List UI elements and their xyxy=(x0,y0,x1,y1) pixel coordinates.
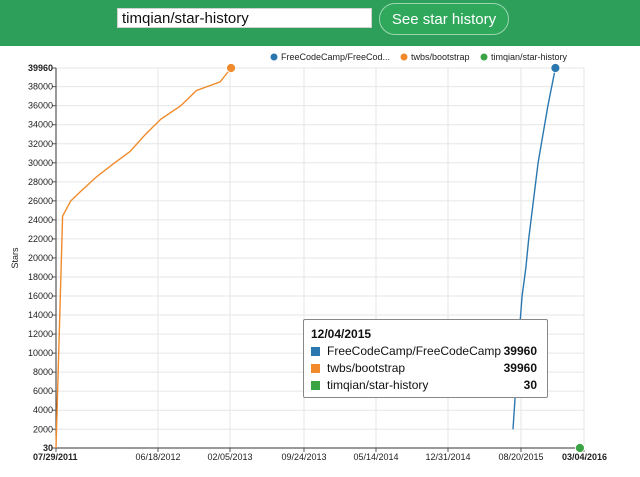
y-tick-label: 12000 xyxy=(28,329,53,339)
x-tick-label: 06/18/2012 xyxy=(135,452,180,462)
x-tick-label: 03/04/2016 xyxy=(562,452,607,462)
y-tick-label: 6000 xyxy=(33,386,53,396)
tooltip-swatch xyxy=(311,347,320,356)
legend-label: twbs/bootstrap xyxy=(411,52,470,62)
y-tick-label: 18000 xyxy=(28,272,53,282)
legend-marker xyxy=(400,53,408,61)
y-tick-label: 30000 xyxy=(28,158,53,168)
y-tick-label: 4000 xyxy=(33,405,53,415)
top-bar: See star history xyxy=(0,0,640,46)
y-tick-label: 22000 xyxy=(28,234,53,244)
x-tick-label: 02/05/2013 xyxy=(207,452,252,462)
y-tick-label: 36000 xyxy=(28,101,53,111)
tooltip-swatch xyxy=(311,381,320,390)
y-tick-label: 24000 xyxy=(28,215,53,225)
series-end-point xyxy=(575,443,585,453)
y-tick-label: 26000 xyxy=(28,196,53,206)
x-axis-ticks: 07/29/2011 06/18/2012 02/05/2013 09/24/2013… xyxy=(33,448,607,462)
x-tick-label: 09/24/2013 xyxy=(281,452,326,462)
see-star-history-button[interactable]: See star history xyxy=(379,3,509,35)
tooltip-row: twbs/bootstrap 39960 xyxy=(311,361,541,377)
tooltip-series-name: timqian/star-history xyxy=(327,378,429,392)
tooltip-series-value: 39960 xyxy=(503,344,537,358)
y-tick-label: 8000 xyxy=(33,367,53,377)
y-tick-label: 14000 xyxy=(28,310,53,320)
tooltip-series-value: 30 xyxy=(523,378,537,392)
x-tick-label: 12/31/2014 xyxy=(425,452,470,462)
legend-marker xyxy=(270,53,278,61)
y-tick-label: 2000 xyxy=(33,424,53,434)
y-tick-label: 20000 xyxy=(28,253,53,263)
y-tick-label: 34000 xyxy=(28,120,53,130)
legend-label: FreeCodeCamp/FreeCod... xyxy=(281,52,390,62)
legend: FreeCodeCamp/FreeCod... twbs/bootstrap tim… xyxy=(270,52,568,62)
tooltip-row: FreeCodeCamp/FreeCodeCamp 39960 xyxy=(311,344,541,360)
tooltip-series-name: twbs/bootstrap xyxy=(327,361,406,375)
y-tick-label: 10000 xyxy=(28,348,53,358)
y-tick-label: 38000 xyxy=(28,82,53,92)
series-line xyxy=(55,67,232,449)
y-tick-label: 32000 xyxy=(28,139,53,149)
y-tick-label: 28000 xyxy=(28,177,53,187)
x-tick-label: 07/29/2011 xyxy=(33,452,78,462)
x-tick-label: 05/14/2014 xyxy=(353,452,398,462)
tooltip-series-value: 39960 xyxy=(503,361,537,375)
y-tick-label: 39960 xyxy=(28,63,53,73)
y-tick-label: 30 xyxy=(43,443,53,453)
tooltip-date: 12/04/2015 xyxy=(311,327,372,341)
y-tick-label: 16000 xyxy=(28,291,53,301)
x-tick-label: 08/20/2015 xyxy=(498,452,543,462)
series-end-point xyxy=(550,63,561,73)
series-end-point xyxy=(226,63,236,73)
y-axis-ticks: 30 2000 4000 6000 8000 10000 12000 14000 16000 18… xyxy=(28,63,56,453)
repo-search-input[interactable] xyxy=(117,8,372,28)
y-axis-title: Stars xyxy=(10,247,20,269)
legend-marker xyxy=(480,53,488,61)
legend-label: timqian/star-history xyxy=(491,52,568,62)
tooltip-swatch xyxy=(311,364,320,373)
chart-tooltip: 12/04/2015 FreeCodeCamp/FreeCodeCamp 399… xyxy=(303,319,548,398)
tooltip-row: timqian/star-history 30 xyxy=(311,378,541,394)
tooltip-series-name: FreeCodeCamp/FreeCodeCamp xyxy=(327,344,502,358)
